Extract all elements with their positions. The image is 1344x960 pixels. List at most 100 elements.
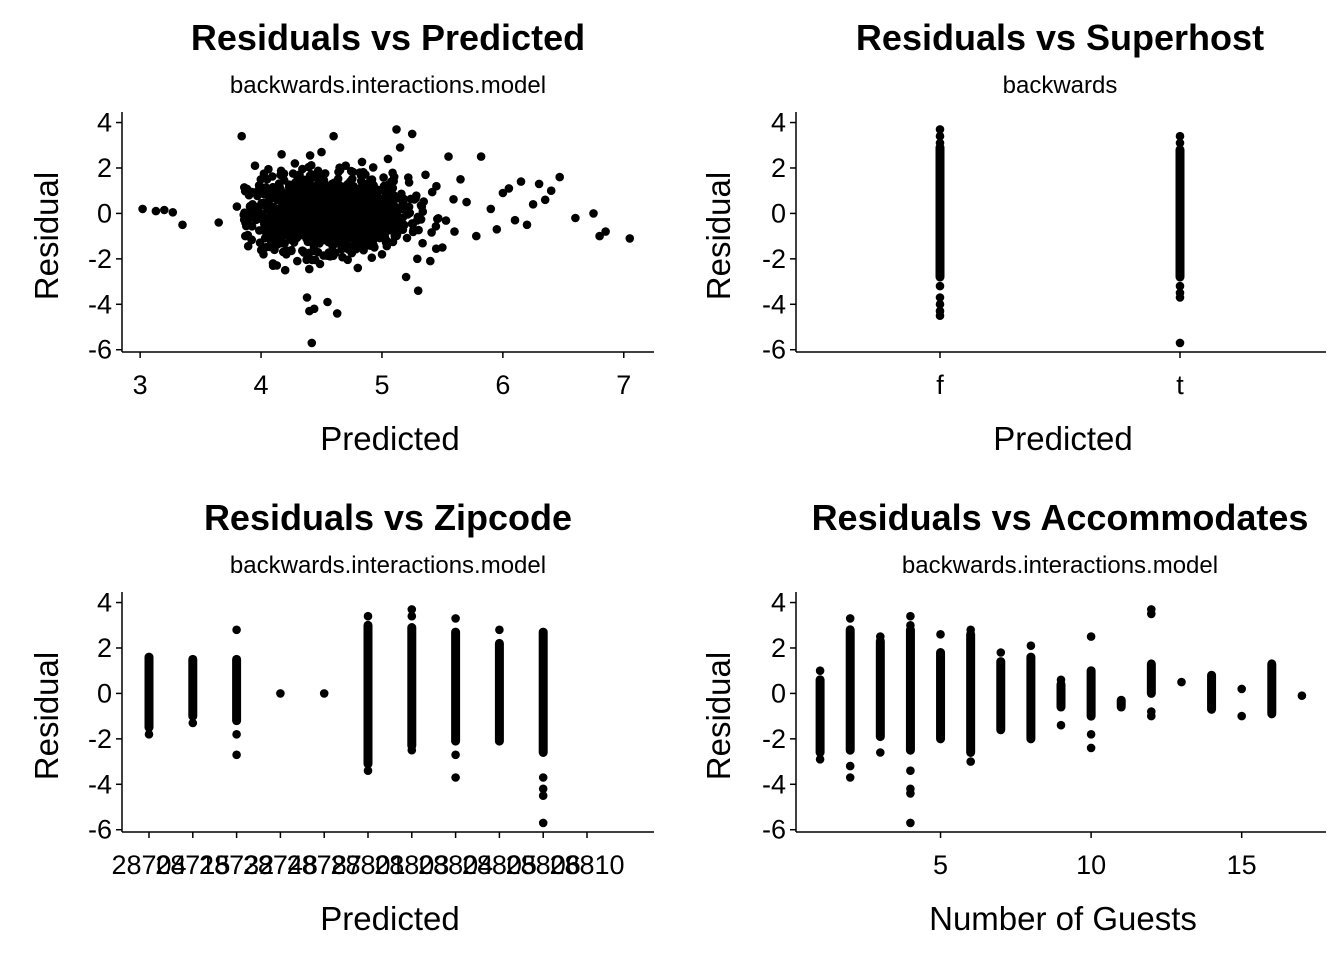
data-point	[268, 185, 277, 194]
data-point	[379, 173, 388, 182]
data-point	[413, 286, 423, 296]
chart-subtitle: backwards.interactions.model	[902, 552, 1218, 579]
data-point	[845, 773, 855, 782]
data-point	[1086, 632, 1096, 641]
data-point	[348, 223, 358, 233]
data-point	[276, 166, 286, 176]
y-tick-label: -2	[88, 244, 112, 274]
data-point	[302, 255, 311, 265]
data-point	[451, 750, 460, 760]
data-point	[293, 256, 302, 266]
data-point	[538, 791, 548, 800]
data-point	[462, 197, 471, 207]
data-point	[1175, 281, 1185, 291]
data-point	[341, 161, 351, 170]
data-point	[492, 225, 502, 234]
x-tick-label: 28801	[330, 850, 405, 880]
y-tick-label: 4	[97, 588, 112, 618]
data-point	[377, 230, 387, 240]
data-point	[407, 745, 417, 755]
x-tick-label: 15	[1227, 850, 1257, 880]
data-point	[255, 238, 265, 247]
data-point	[293, 197, 303, 206]
data-point	[259, 250, 268, 259]
y-tick-label: -2	[88, 724, 112, 754]
data-point	[395, 221, 404, 231]
data-point	[284, 182, 294, 192]
data-point	[516, 177, 526, 186]
x-tick-label: 28732	[199, 850, 274, 880]
x-tick-label: 4	[254, 370, 269, 400]
data-point	[1175, 338, 1185, 348]
data-point	[337, 243, 346, 253]
data-point	[361, 231, 371, 240]
x-axis-title: Predicted	[320, 900, 459, 937]
data-point	[433, 214, 442, 224]
x-tick-label: 28787	[287, 850, 362, 880]
y-tick-label: 4	[771, 108, 786, 138]
data-point	[307, 170, 316, 179]
data-point	[357, 239, 367, 248]
data-point	[261, 242, 271, 252]
chart-subtitle: backwards.interactions.model	[230, 552, 546, 579]
data-point	[504, 184, 514, 193]
data-point	[381, 238, 391, 247]
data-point	[243, 241, 253, 251]
data-point	[151, 206, 161, 216]
y-tick-label: -4	[762, 289, 786, 319]
data-point	[413, 212, 423, 222]
data-point	[357, 157, 367, 167]
data-point	[595, 231, 604, 241]
data-point	[305, 151, 315, 160]
y-tick-label: 2	[771, 633, 786, 663]
data-point	[232, 625, 241, 635]
data-point	[438, 243, 447, 252]
data-point	[348, 167, 358, 177]
data-point	[340, 236, 350, 245]
data-point	[314, 234, 323, 243]
data-point	[589, 209, 598, 218]
data-point	[427, 228, 436, 237]
y-tick-label: 2	[97, 633, 112, 663]
y-tick-label: 2	[97, 153, 112, 183]
chart-title: Residuals vs Zipcode	[204, 497, 572, 538]
data-point	[305, 264, 314, 274]
data-point	[359, 191, 369, 201]
x-tick-label: 28806	[506, 850, 581, 880]
x-tick-label: 28804	[418, 850, 493, 880]
data-point	[330, 192, 340, 202]
data-point	[381, 189, 391, 198]
chart-title: Residuals vs Predicted	[191, 17, 585, 58]
data-point	[363, 611, 373, 621]
data-point	[906, 789, 915, 798]
x-tick-label: 3	[133, 370, 148, 400]
data-point	[260, 190, 269, 199]
data-point	[302, 293, 312, 302]
data-point	[966, 625, 975, 635]
data-point	[338, 200, 347, 209]
data-point	[356, 183, 366, 192]
y-tick-label: -6	[88, 815, 112, 845]
data-point	[313, 166, 323, 176]
data-point	[314, 193, 323, 203]
data-point	[178, 220, 187, 230]
data-point	[935, 300, 945, 309]
data-point	[449, 195, 458, 204]
chart-panel-2: Residuals vs Superhost backwards Predicted…	[700, 17, 1326, 457]
data-point	[845, 614, 855, 623]
data-point	[407, 611, 417, 621]
data-point	[365, 177, 375, 186]
y-tick-label: 0	[771, 678, 786, 708]
data-point	[401, 272, 411, 282]
data-point	[456, 175, 465, 184]
y-tick-label: 0	[97, 678, 112, 708]
chart-title: Residuals vs Superhost	[856, 17, 1264, 58]
x-tick-label: 7	[616, 370, 631, 400]
data-point	[418, 238, 427, 248]
data-point	[290, 189, 299, 198]
data-point	[538, 784, 548, 794]
data-point	[421, 170, 430, 180]
data-point	[274, 225, 284, 234]
data-point	[426, 256, 435, 266]
data-point	[1056, 675, 1066, 685]
